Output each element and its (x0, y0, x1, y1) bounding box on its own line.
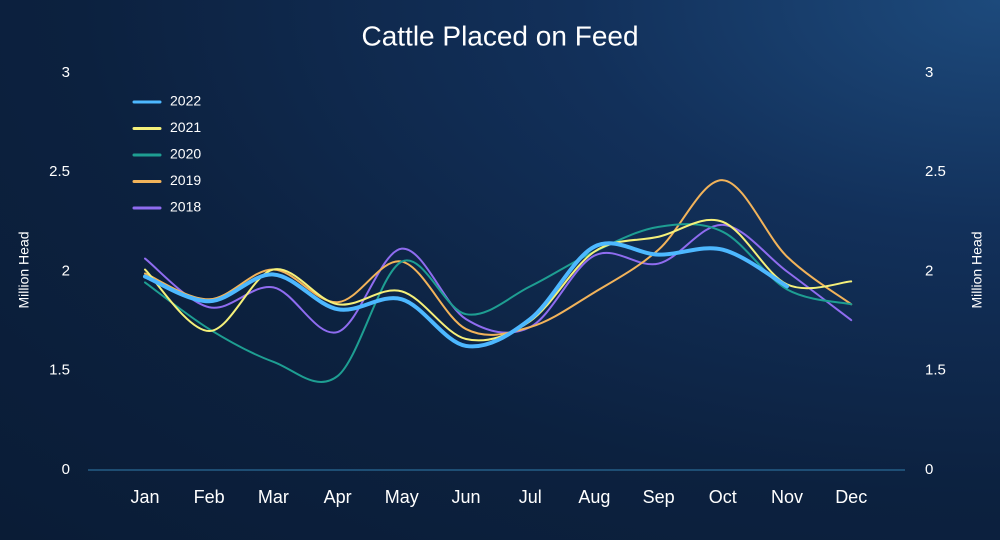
x-tick-label: Jul (519, 487, 542, 507)
series-line (144, 218, 853, 342)
x-tick-label: Dec (835, 487, 867, 507)
x-tick-label: Apr (324, 487, 352, 507)
y-axis-title: Million Head (16, 231, 32, 308)
y-tick-label: 2.5 (49, 163, 70, 180)
x-tick-label: Jun (451, 487, 480, 507)
y-tick-label: 2 (62, 262, 70, 279)
legend-label: 2019 (170, 172, 201, 188)
x-tick-label: Feb (194, 487, 225, 507)
series-line (144, 223, 853, 383)
y2-tick-label: 2 (925, 262, 933, 279)
chart-title: Cattle Placed on Feed (361, 20, 638, 51)
y2-tick-label: 0 (925, 461, 933, 478)
x-tick-label: Oct (709, 487, 737, 507)
legend-label: 2021 (170, 119, 201, 135)
y-tick-label: 0 (62, 461, 70, 478)
series-line (143, 241, 789, 349)
y2-tick-label: 2.5 (925, 163, 946, 180)
x-tick-label: Aug (578, 487, 610, 507)
y-tick-label: 3 (62, 64, 70, 81)
y2-tick-label: 3 (925, 64, 933, 81)
series-line (144, 223, 853, 334)
x-tick-label: Nov (771, 487, 803, 507)
legend-label: 2018 (170, 199, 201, 215)
y2-axis-title: Million Head (969, 231, 985, 308)
x-tick-label: Jan (130, 487, 159, 507)
y-tick-label: 1.5 (49, 362, 70, 379)
legend-label: 2022 (170, 93, 201, 109)
legend-label: 2020 (170, 146, 201, 162)
x-tick-label: Sep (643, 487, 675, 507)
y2-tick-label: 1.5 (925, 362, 946, 379)
x-tick-label: May (385, 487, 419, 507)
x-tick-label: Mar (258, 487, 289, 507)
